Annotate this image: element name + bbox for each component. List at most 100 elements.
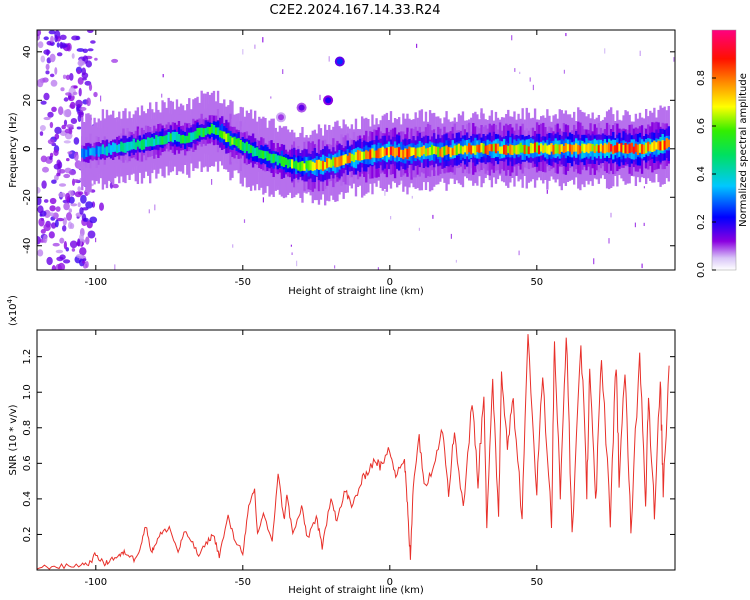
spectrogram-ridge-cell [200,127,203,138]
spectrogram-ridge-cell [568,144,572,152]
spectrogram-noise-cell [511,35,513,41]
spectrogram-ridge-cell [614,145,617,153]
spectrogram-noise-cell [59,237,65,244]
spectrogram-ridge-cell [459,145,463,154]
spectrogram-noise-cell [37,205,44,214]
spectrogram-ridge-cell [165,134,168,144]
spectrogram-noise-cell [63,119,68,127]
spectrogram-noise-cell [673,57,675,62]
spectrogram-ridge-cell [548,144,551,155]
spectrogram-noise-cell [63,173,71,179]
spectrogram-noise-cell [148,209,150,214]
spectrogram-noise-cell [61,225,67,232]
spectrogram-ridge-cell [324,162,327,170]
spectrogram-ridge-cell [202,128,205,137]
spectrogram-noise-cell [74,191,82,198]
spectrogram-noise-cell [518,250,520,256]
spectrogram-ridge-cell [529,142,533,154]
spectrogram-noise-cell [50,35,54,43]
spectrogram-ridge-cell [309,160,312,171]
spectrogram-ridge-cell [305,160,308,169]
spectrogram-ridge-cell [237,138,240,149]
spectrogram-ridge-cell [330,159,333,168]
snr-y-tick-label: 0.2 [22,526,33,542]
spectrogram-noise-cell [54,67,58,75]
spectrogram-noise-cell [68,208,73,213]
spectrogram-noise-cell [71,35,79,41]
spectrogram-noise-cell [37,186,41,194]
spectrogram-ridge-cell [418,147,421,158]
spectrogram-noise-cell [48,231,55,239]
spectrogram-noise-cell [76,163,82,167]
spectrogram-noise-cell [46,256,53,266]
spectrogram-ridge-cell [583,144,586,153]
spectrogram-noise-cell [93,91,98,98]
spectrogram-ridge-cell [247,143,251,154]
spectrogram-ridge-cell [608,142,611,153]
spectrogram-noise-cell [76,254,83,258]
spectrogram-noise-cell [71,248,76,252]
spectrogram-ridge-cell [443,146,446,156]
spectrogram-ridge-cell [488,144,491,152]
spectrogram-ridge-cell [455,144,459,155]
spectrogram-noise-cell [66,212,72,221]
spectrogram-ridge-cell [538,145,541,155]
spectrogram-ridge-cell [381,147,384,157]
spectrogram-ridge-cell [340,155,343,166]
spectrogram-ridge-cell [632,146,636,154]
spectrogram-ridge-cell [334,157,337,168]
spectrogram-ridge-cell [120,141,123,152]
spectrogram-noise-cell [57,262,66,270]
spectrogram-noise-cell [610,212,612,218]
spectrogram-noise-cell [42,77,49,83]
spectrogram-ridge-cell [365,150,368,160]
spectrogram-ridge-cell [223,131,226,140]
spectrogram-ridge-cell [396,147,399,156]
spectrogram-ridge-cell [533,142,537,153]
spectrogram-ridge-cell [196,128,199,139]
spectrogram-ridge-cell [225,133,228,143]
spectrogram-noise-cell [79,233,84,242]
spectrogram-ridge-cell [595,144,598,152]
spectrogram-ridge-cell [585,144,588,152]
spectrogram-ridge-cell [636,144,640,155]
spectrogram-noise-cell [59,34,67,40]
spectrogram-noise-cell [68,129,73,135]
spectrogram-noise-cell [49,121,54,129]
chart-title: C2E2.2024.167.14.33.R24 [269,3,440,18]
spectrogram-noise-cell [63,259,71,264]
spectrogram-noise-cell [65,92,72,96]
spectrogram-ridge-cell [338,156,341,167]
spectrogram-noise-cell [79,247,87,256]
spectrogram-ridge-cell [245,141,249,152]
spectrogram-x-tick-label: 0 [387,277,393,288]
spectrogram-ridge-cell [511,145,514,155]
spectrogram-noise-cell [47,139,55,145]
spectrogram-ridge-cell [295,160,298,169]
spectrogram-ridge-cell [297,162,300,171]
spectrogram-noise-cell [78,87,82,97]
spectrogram-noise-cell [85,201,93,209]
spectrogram-ridge-cell [235,138,238,147]
spectrogram-ridge-cell [389,146,393,155]
spectrogram-ridge-cell [91,147,94,156]
spectrogram-noise-cell [77,202,81,208]
colorbar-gradient [712,30,736,270]
spectrogram-noise-cell [232,244,234,248]
spectrogram-noise-cell [45,63,50,71]
spectrogram-y-tick-label: 0 [22,146,33,152]
colorbar-tick-label: 0.2 [696,214,707,230]
spectrogram-ridge-cell [663,140,666,150]
spectrogram-noise-cell [270,96,272,99]
spectrogram-noise-cell [154,204,156,211]
spectrogram-ridge-cell [513,145,516,154]
spectrogram-y-label: Frequency (Hz) [8,112,19,188]
spectrogram-noise-cell [37,249,44,257]
spectrogram-ridge-cell [610,144,613,152]
spectrogram-ridge-cell [616,142,619,153]
spectrogram-ridge-cell [348,152,351,164]
spectrogram-ridge-cell [251,146,255,157]
spectrogram-ridge-cell [363,151,366,160]
spectrogram-ridge-cell [552,145,555,155]
spectrogram-ridge-cell [254,147,257,157]
